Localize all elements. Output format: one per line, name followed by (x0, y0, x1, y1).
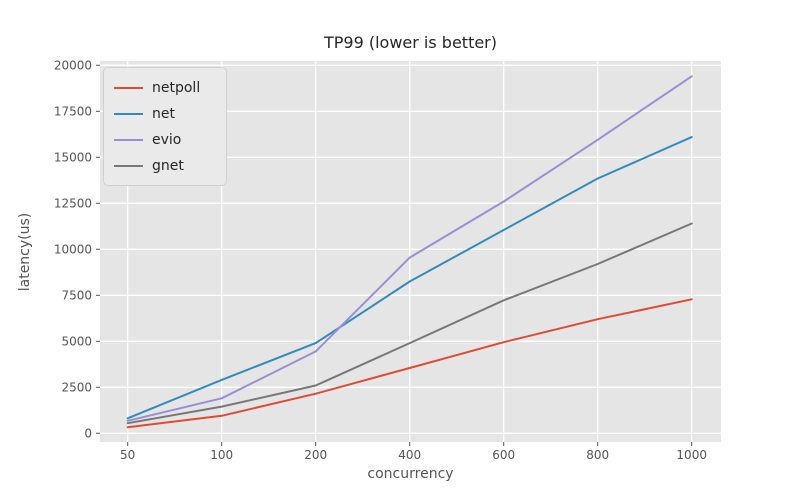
legend-item-evio: evio (104, 127, 226, 153)
x-tick-label: 200 (304, 448, 327, 462)
y-tick-label: 20000 (54, 58, 92, 72)
legend-label: netpoll (152, 80, 201, 96)
legend-item-gnet: gnet (104, 153, 226, 179)
series-line-evio (126, 75, 693, 422)
legend-swatch-gnet (114, 165, 143, 167)
y-tick-label: 5000 (61, 334, 92, 348)
legend-label: net (152, 106, 175, 122)
x-tick-label: 600 (492, 448, 515, 462)
series-line-gnet (126, 222, 693, 425)
x-tick-label: 800 (586, 448, 609, 462)
legend-label: gnet (152, 158, 184, 174)
y-tick-label: 2500 (61, 380, 92, 394)
x-tick-label: 1000 (676, 448, 707, 462)
legend-swatch-netpoll (114, 87, 143, 89)
x-tick-label: 400 (398, 448, 421, 462)
y-axis-label: latency(us) (17, 212, 33, 292)
x-tick-label: 100 (210, 448, 233, 462)
legend-label: evio (152, 132, 182, 148)
x-axis-label: concurrency (367, 466, 454, 482)
y-tick-label: 7500 (61, 288, 92, 302)
legend: netpoll net evio gnet (103, 67, 227, 186)
legend-swatch-evio (114, 139, 143, 141)
legend-item-netpoll: netpoll (104, 75, 226, 101)
chart-title: TP99 (lower is better) (323, 33, 497, 52)
y-tick-label: 0 (84, 426, 92, 440)
series-line-netpoll (126, 298, 693, 429)
y-tick-label: 17500 (54, 104, 92, 118)
y-tick-label: 12500 (54, 196, 92, 210)
legend-item-net: net (104, 101, 226, 127)
y-tick-label: 10000 (54, 242, 92, 256)
legend-swatch-net (114, 113, 143, 115)
y-tick-label: 15000 (54, 150, 92, 164)
x-tick-label: 50 (120, 448, 135, 462)
series-line-net (126, 136, 693, 420)
